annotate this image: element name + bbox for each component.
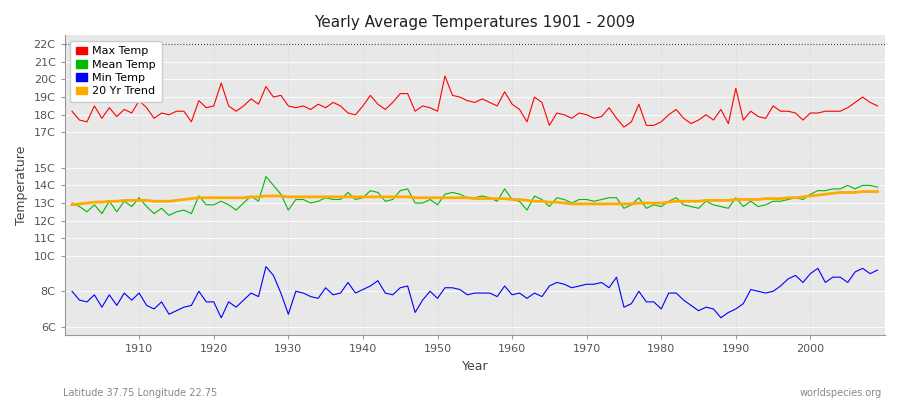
X-axis label: Year: Year	[462, 360, 488, 373]
Legend: Max Temp, Mean Temp, Min Temp, 20 Yr Trend: Max Temp, Mean Temp, Min Temp, 20 Yr Tre…	[70, 41, 161, 102]
Y-axis label: Temperature: Temperature	[15, 146, 28, 225]
Text: worldspecies.org: worldspecies.org	[800, 388, 882, 398]
Text: Latitude 37.75 Longitude 22.75: Latitude 37.75 Longitude 22.75	[63, 388, 217, 398]
Title: Yearly Average Temperatures 1901 - 2009: Yearly Average Temperatures 1901 - 2009	[314, 15, 635, 30]
